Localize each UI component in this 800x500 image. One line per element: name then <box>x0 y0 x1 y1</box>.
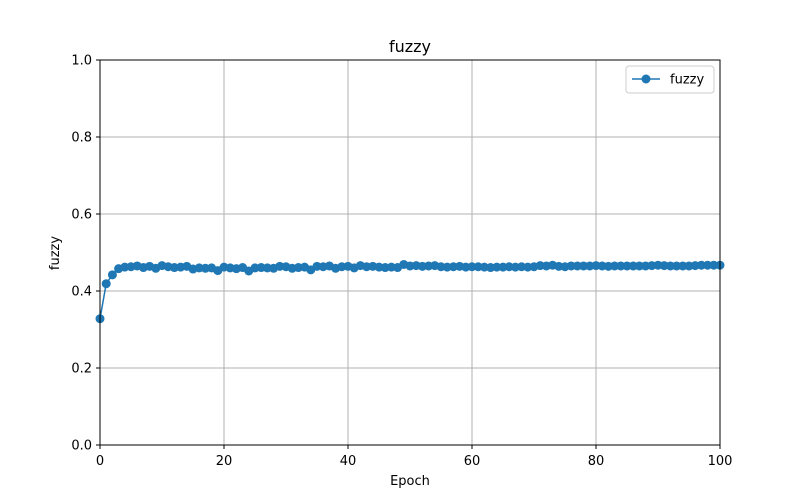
data-point <box>628 261 638 271</box>
y-tick-label: 0.0 <box>71 439 92 454</box>
x-tick-label: 40 <box>340 454 357 469</box>
plot-frame <box>99 59 721 446</box>
data-point <box>467 262 477 272</box>
x-axis-ticks: 0 20 40 60 80 100 <box>96 445 733 469</box>
data-point <box>566 261 576 271</box>
y-tick-label: 0.4 <box>71 285 92 300</box>
data-point <box>703 260 713 270</box>
y-tick-label: 0.8 <box>71 131 92 146</box>
x-axis-label: Epoch <box>390 474 430 489</box>
data-point <box>107 270 117 280</box>
data-point <box>622 261 632 271</box>
data-point <box>579 261 589 271</box>
y-axis-ticks: 0.0 0.2 0.4 0.6 0.8 1.0 <box>71 54 100 454</box>
y-axis-label: fuzzy <box>48 236 63 270</box>
x-tick-label: 20 <box>216 454 233 469</box>
data-point <box>696 260 706 270</box>
grid <box>99 59 721 446</box>
data-point <box>572 261 582 271</box>
x-tick-label: 60 <box>464 454 481 469</box>
data-point <box>665 261 675 271</box>
series-layer <box>95 259 725 324</box>
data-point <box>616 261 626 271</box>
data-point <box>678 261 688 271</box>
chart-title: fuzzy <box>389 37 431 56</box>
x-tick-label: 100 <box>708 454 733 469</box>
y-tick-label: 0.6 <box>71 208 92 223</box>
y-tick-label: 1.0 <box>71 54 92 69</box>
data-point <box>709 260 719 270</box>
data-point <box>492 262 502 272</box>
legend-box <box>625 65 715 94</box>
data-point <box>101 279 111 289</box>
legend: fuzzy <box>625 65 715 94</box>
legend-entry-fuzzy: fuzzy <box>670 73 704 88</box>
x-tick-label: 0 <box>96 454 104 469</box>
data-point <box>672 261 682 271</box>
data-point <box>634 261 644 271</box>
legend-marker <box>641 74 651 84</box>
x-tick-label: 80 <box>588 454 605 469</box>
y-tick-label: 0.2 <box>71 362 92 377</box>
data-point <box>610 261 620 271</box>
